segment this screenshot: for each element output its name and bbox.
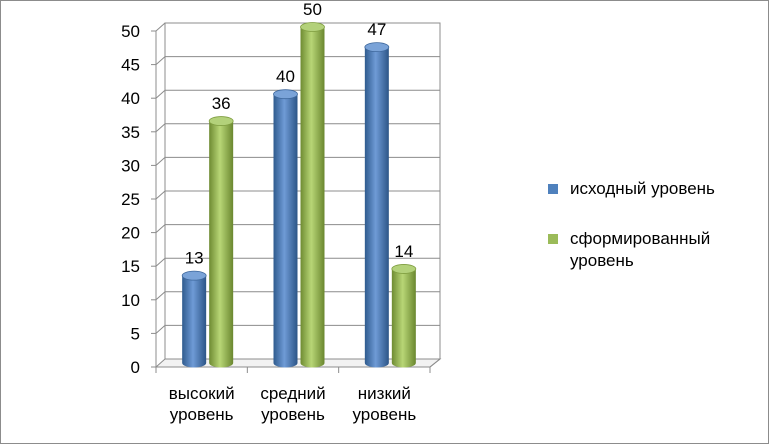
- bar-formed-body: [300, 27, 325, 368]
- bar-initial-top: [181, 270, 207, 281]
- bar-initial-top: [364, 42, 390, 53]
- y-tick-label: 20: [121, 224, 140, 243]
- legend-item-series-1: исходный уровень: [548, 178, 758, 200]
- x-category-label: средний уровень: [260, 384, 325, 424]
- y-tick-label: 50: [121, 22, 140, 41]
- floor-edge: [429, 358, 441, 368]
- chart-legend: исходный уровень сформированный уровень: [548, 178, 758, 300]
- bar-initial-body: [364, 47, 389, 368]
- gridline: [155, 22, 440, 32]
- y-tick-label: 0: [131, 358, 140, 377]
- bar-initial-body: [182, 275, 207, 368]
- gridline: [155, 224, 440, 233]
- gridline: [155, 123, 440, 133]
- data-label: 13: [185, 249, 204, 268]
- bar-formed-top: [208, 116, 234, 126]
- gridline: [155, 190, 440, 200]
- data-label: 50: [303, 0, 322, 19]
- bar-formed-top: [300, 22, 325, 32]
- gridline: [155, 324, 440, 334]
- y-tick-label: 5: [131, 324, 140, 343]
- bar-formed-top: [391, 264, 417, 274]
- y-tick-label: 30: [121, 156, 140, 175]
- x-category-label: высокий уровень: [169, 384, 235, 424]
- gridline: [155, 56, 440, 65]
- y-tick-label: 15: [121, 257, 140, 276]
- data-label: 47: [367, 20, 386, 39]
- y-tick-label: 10: [121, 291, 140, 310]
- legend-label-series-2: сформированный уровень: [570, 229, 711, 270]
- x-category-label: низкий уровень: [352, 384, 416, 424]
- legend-swatch-green: [548, 234, 558, 244]
- data-label: 14: [394, 242, 413, 261]
- y-tick-label: 40: [121, 89, 140, 108]
- legend-item-series-2: сформированный уровень: [548, 228, 758, 272]
- y-tick-label: 45: [121, 56, 140, 75]
- legend-label-series-1: исходный уровень: [570, 179, 715, 198]
- y-tick-label: 25: [121, 190, 140, 209]
- gridline: [155, 156, 440, 166]
- legend-swatch-blue: [548, 184, 558, 194]
- bar-initial-top: [273, 89, 298, 100]
- data-label: 36: [212, 94, 231, 113]
- data-label: 40: [276, 67, 295, 86]
- gridline: [155, 257, 440, 267]
- gridline: [155, 89, 440, 99]
- gridline: [155, 291, 440, 301]
- y-tick-label: 35: [121, 123, 140, 142]
- bar-formed-body: [391, 268, 416, 368]
- bar-initial-body: [273, 94, 298, 368]
- bar-formed-body: [209, 121, 234, 368]
